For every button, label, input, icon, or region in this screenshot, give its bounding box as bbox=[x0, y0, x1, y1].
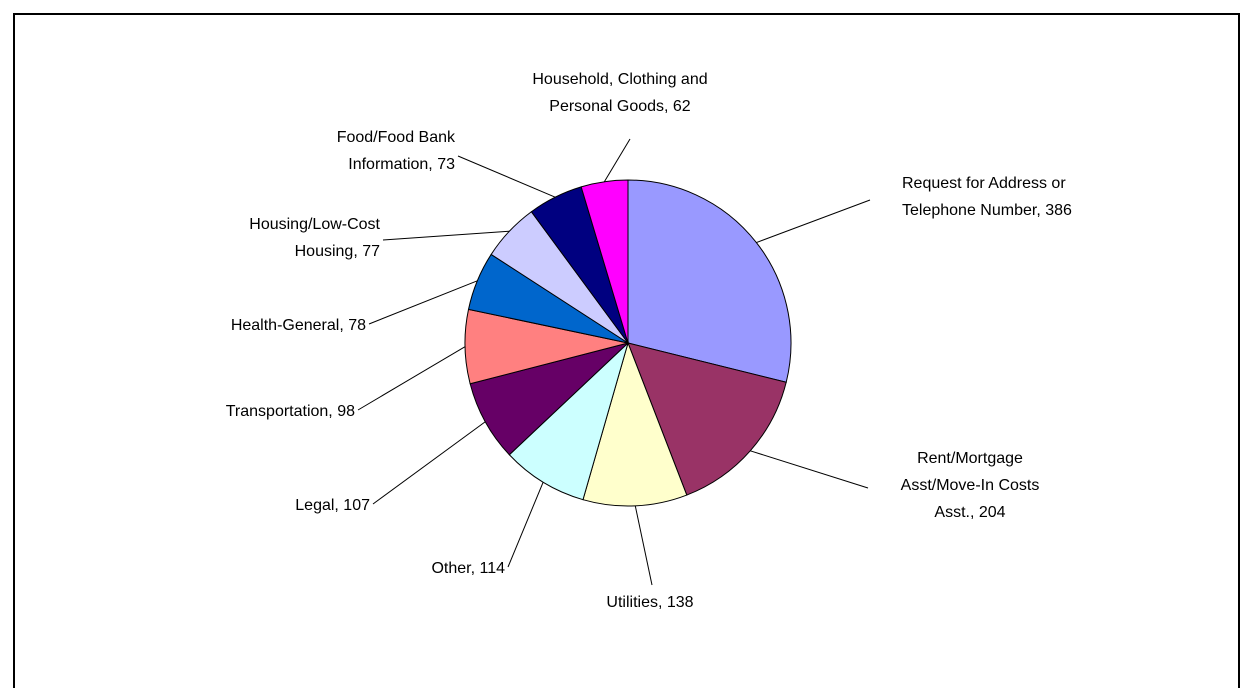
slice-label-line: Housing/Low-Cost bbox=[249, 216, 380, 233]
pie-slice-2 bbox=[582, 341, 688, 507]
slice-label-7: Housing/Low-Cost Housing, 77 bbox=[249, 216, 380, 260]
slice-label-line: Household, Clothing and bbox=[532, 71, 707, 88]
slice-label-line: Request for Address or bbox=[902, 175, 1066, 192]
slice-label-line: Transportation, 98 bbox=[226, 403, 355, 420]
slice-label-line: Housing, 77 bbox=[295, 243, 380, 260]
slice-label-4: Legal, 107 bbox=[295, 497, 370, 514]
slice-label-line: Rent/Mortgage bbox=[917, 450, 1023, 467]
slice-label-line: Other, 114 bbox=[431, 560, 505, 577]
slice-label-9: Household, Clothing and Personal Goods, 6… bbox=[532, 71, 707, 115]
pie-slice-1 bbox=[627, 342, 787, 496]
leader-line-8 bbox=[457, 155, 556, 198]
leader-line-1 bbox=[750, 450, 869, 489]
leader-line-4 bbox=[372, 421, 486, 505]
slice-label-6: Health-General, 78 bbox=[231, 317, 366, 334]
slice-label-line: Utilities, 138 bbox=[606, 594, 693, 611]
chart-frame bbox=[13, 13, 1240, 688]
slice-label-0: Request for Address or Telephone Number, … bbox=[902, 175, 1072, 219]
leader-line-3 bbox=[507, 481, 544, 568]
leader-line-2 bbox=[634, 505, 653, 586]
pie-slice-0 bbox=[627, 179, 792, 383]
slice-label-line: Telephone Number, 386 bbox=[902, 202, 1072, 219]
leader-line-6 bbox=[368, 280, 478, 325]
slice-label-line: Health-General, 78 bbox=[231, 317, 366, 334]
slice-label-line: Legal, 107 bbox=[295, 497, 370, 514]
slice-label-line: Asst., 204 bbox=[934, 504, 1005, 521]
slice-label-5: Transportation, 98 bbox=[226, 403, 355, 420]
leader-line-0 bbox=[756, 199, 871, 244]
slice-label-3: Other, 114 bbox=[431, 560, 505, 577]
pie-slice-9 bbox=[580, 179, 629, 344]
leader-line-9 bbox=[603, 138, 631, 182]
slice-label-1: Rent/Mortgage Asst/Move-In Costs Asst., 20… bbox=[901, 450, 1040, 521]
slice-label-line: Food/Food Bank bbox=[337, 129, 456, 146]
leader-line-5 bbox=[357, 346, 466, 411]
slice-label-line: Personal Goods, 62 bbox=[549, 98, 691, 115]
slice-label-line: Information, 73 bbox=[348, 156, 455, 173]
slice-label-8: Food/Food Bank Information, 73 bbox=[337, 129, 456, 173]
slice-label-2: Utilities, 138 bbox=[606, 594, 693, 611]
leader-line-7 bbox=[382, 230, 510, 241]
slice-label-line: Asst/Move-In Costs bbox=[901, 477, 1040, 494]
pie-slice-3 bbox=[508, 341, 629, 501]
